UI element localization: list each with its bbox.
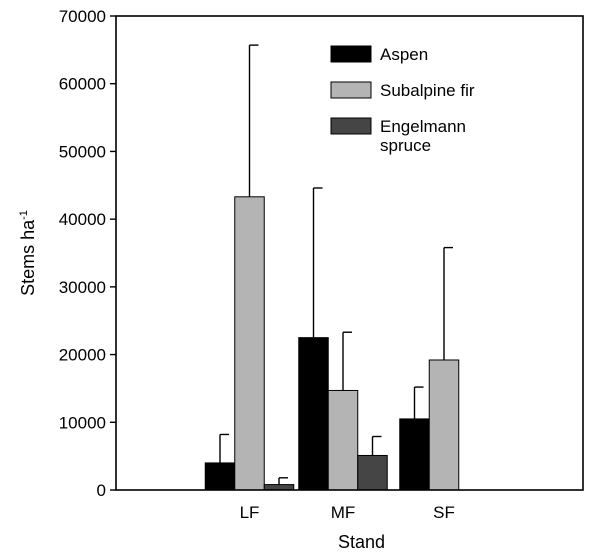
legend-swatch <box>330 81 372 99</box>
legend-label: Engelmann <box>380 117 466 136</box>
x-category-label: SF <box>433 503 455 522</box>
y-tick-label: 70000 <box>59 7 106 26</box>
y-tick-label: 50000 <box>59 142 106 161</box>
bar <box>399 418 430 491</box>
x-category-label: LF <box>240 503 260 522</box>
y-tick-label: 20000 <box>59 346 106 365</box>
error-bars <box>219 44 453 485</box>
bars <box>204 196 460 491</box>
legend-swatch <box>330 117 372 135</box>
y-tick-label: 10000 <box>59 413 106 432</box>
y-tick-label: 30000 <box>59 278 106 297</box>
legend-label: spruce <box>380 136 431 155</box>
bar <box>327 389 359 491</box>
y-axis-title-superscript: -1 <box>18 210 30 220</box>
bar <box>298 337 329 491</box>
bar <box>428 359 460 491</box>
legend-label: Subalpine fir <box>380 81 475 100</box>
legend-swatch <box>330 45 372 63</box>
y-tick-label: 40000 <box>59 210 106 229</box>
legend-label: Aspen <box>380 45 428 64</box>
bar <box>204 462 236 491</box>
x-axis-title: Stand <box>338 532 385 552</box>
bar <box>263 484 295 491</box>
x-axis-category-labels: LF MF SF <box>240 503 455 522</box>
y-axis-ticks: 0 10000 20000 30000 40000 50000 60000 70000 <box>59 7 116 500</box>
plot-frame <box>115 15 584 491</box>
x-category-label: MF <box>331 503 356 522</box>
y-axis-title: Stems ha-1 <box>18 210 38 296</box>
y-axis-title-main: Stems ha <box>18 219 38 296</box>
bar <box>357 454 388 491</box>
bar <box>234 196 265 491</box>
y-tick-label: 0 <box>97 481 106 500</box>
y-tick-label: 60000 <box>59 75 106 94</box>
